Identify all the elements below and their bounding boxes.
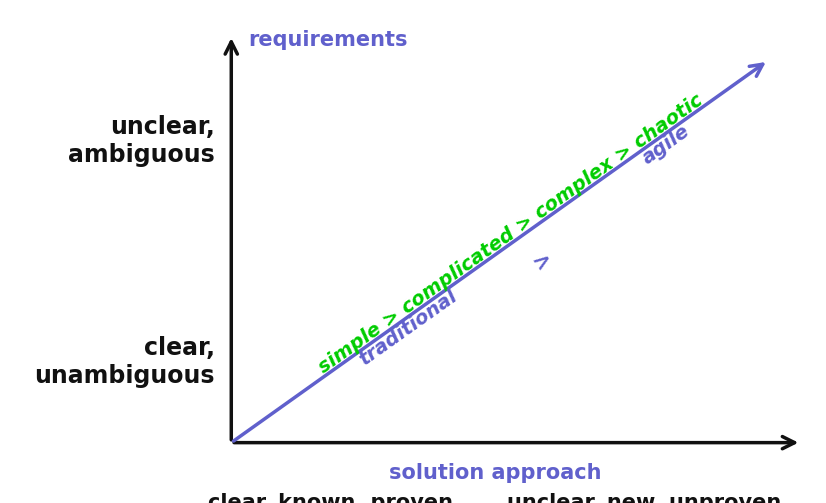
Text: requirements: requirements — [248, 30, 407, 50]
Text: traditional: traditional — [356, 287, 461, 369]
Text: unclear, new, unproven: unclear, new, unproven — [507, 493, 781, 503]
Text: clear, known, proven: clear, known, proven — [208, 493, 453, 503]
Text: clear,
unambiguous: clear, unambiguous — [34, 337, 215, 388]
Text: unclear,
ambiguous: unclear, ambiguous — [68, 115, 215, 166]
Text: solution approach: solution approach — [389, 463, 602, 483]
Text: agile: agile — [639, 121, 694, 168]
Text: simple > complicated > complex > chaotic: simple > complicated > complex > chaotic — [315, 91, 706, 377]
Text: >: > — [530, 248, 557, 275]
